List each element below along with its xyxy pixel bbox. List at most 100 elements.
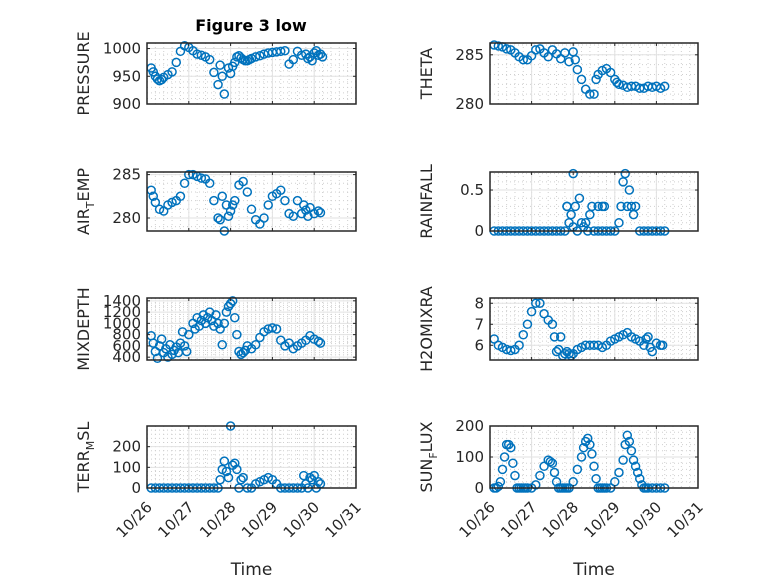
data-point [547,319,558,330]
data-point [217,340,227,350]
y-tick-label: 0.5 [460,181,484,199]
data-point [267,323,278,333]
data-point [288,54,299,65]
data-point [171,57,182,68]
data-point [589,461,599,472]
air-temp-axes-box [146,171,357,232]
data-point [635,473,645,484]
x-tick-label: 10/26 [113,498,156,541]
y-tick-label: 280 [455,95,484,113]
data-point [232,464,242,475]
data-point [232,329,242,340]
data-point [535,298,545,309]
data-point [526,306,537,317]
data-point [495,477,506,487]
data-point [217,71,227,82]
data-point [211,310,221,320]
data-point [616,201,626,212]
data-point [499,452,510,462]
data-point [522,319,533,330]
data-point [250,340,261,350]
data-point [589,340,599,351]
data-point [219,318,230,329]
data-point [242,187,253,197]
data-point [225,206,236,216]
x-tick-label: 10/29 [238,498,281,541]
data-point [539,309,549,319]
terr-msl-ylabel: TERRMSL [74,422,97,494]
data-point [263,200,273,210]
y-tick-label: 1200 [103,303,141,321]
data-point [614,218,624,228]
data-point [315,49,326,59]
data-point [230,312,240,323]
theta-axes-box [489,42,699,105]
rainfall-axes-box [489,171,699,232]
sun-flux-xlabel: Time [572,560,615,580]
data-point [547,458,558,468]
x-tick-label: 10/30 [622,498,665,541]
theta-ylabel: THETA [417,48,436,100]
data-point [605,67,616,78]
data-point [564,56,574,67]
data-point [643,332,653,342]
data-point [493,481,504,492]
pressure-panel: 900 950 1000 PRESSURE [74,31,357,116]
data-point [184,329,194,340]
data-point [628,455,639,465]
data-point [271,324,282,334]
data-point [313,477,324,487]
data-point [315,208,326,218]
data-point [583,433,593,444]
data-point [641,334,651,344]
data-point [518,54,529,65]
data-point [150,197,161,208]
data-point [313,206,324,216]
x-tick-label: 10/27 [497,498,540,541]
data-point [564,348,574,359]
data-point [223,63,234,73]
data-point [599,201,610,212]
data-point [647,346,657,357]
y-tick-label: 6 [474,336,484,354]
data-point [148,67,159,77]
data-point [215,214,225,225]
data-point [234,346,244,357]
data-point [213,79,223,90]
terr-msl-axes-bg [147,426,356,488]
h2omixra-axes-box [489,297,699,361]
y-tick-label: 800 [112,326,141,344]
y-tick-label: 0 [474,222,484,240]
data-point [506,345,516,356]
data-point [167,197,177,208]
data-point [587,449,597,459]
h2omixra-ylabel: H2OMIXRA [417,286,436,372]
h2omixra-panel: 6 7 8 H2OMIXRA [417,286,699,372]
data-point [514,340,524,351]
data-point [219,89,230,99]
data-point [192,49,202,59]
data-point [657,340,668,351]
terr-msl-axes-box [146,425,357,489]
data-point [585,439,595,450]
data-point [545,456,556,467]
data-point [213,213,223,223]
data-point [624,185,635,195]
rainfall-panel: 0 0.5 RAINFALL [417,164,699,240]
data-point [240,345,250,356]
y-tick-label: 0 [131,479,141,497]
data-point [614,79,624,90]
data-point [292,195,303,206]
data-point [230,57,240,68]
data-point [497,464,508,475]
data-point [630,201,641,212]
sun-flux-ylabel: SUNFLUX [417,421,440,492]
data-point [299,470,309,481]
data-point [280,46,290,56]
data-point [626,446,637,456]
data-point [574,193,585,203]
x-tick-label: 10/28 [196,498,239,541]
data-point [280,195,290,206]
data-point [570,54,581,65]
data-point [219,456,230,466]
